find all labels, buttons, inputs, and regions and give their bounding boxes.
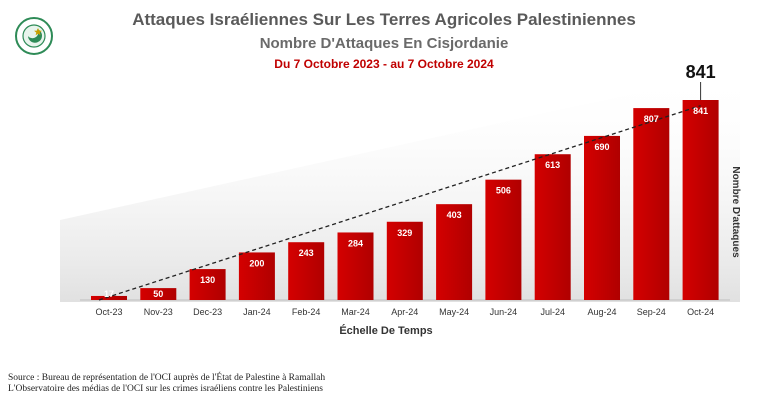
chart-period: Du 7 Octobre 2023 - au 7 Octobre 2024: [274, 57, 494, 71]
bar-Sep-24: [633, 108, 670, 301]
x-tick-label: Jan-24: [243, 307, 271, 317]
y-axis-title: Nombre D'attaques: [730, 166, 741, 258]
bar-Jun-24: [485, 179, 522, 300]
bar-Mar-24: [337, 232, 374, 300]
x-axis-title: Échelle De Temps: [339, 324, 432, 337]
x-tick-label: Dec-23: [193, 307, 222, 317]
source-line-2: L'Observatoire des médias de l'OCI sur l…: [8, 384, 323, 394]
x-tick-label: Jun-24: [490, 307, 518, 317]
x-tick-label: Oct-24: [687, 307, 714, 317]
bar-value-label: 243: [299, 248, 314, 258]
bar-value-label: 807: [644, 114, 659, 124]
bar-Jan-24: [238, 252, 275, 300]
chart-subtitle: Nombre D'Attaques En Cisjordanie: [259, 35, 509, 52]
labels-group: 17 Oct-23 50 Nov-23 130 Dec-23 200 Jan-24 243 Feb…: [95, 106, 714, 317]
source-line-1: Source : Bureau de représentation de l'O…: [8, 373, 326, 383]
x-tick-label: Sep-24: [637, 307, 666, 317]
bar-Nov-23: [140, 288, 177, 300]
x-tick-label: Feb-24: [292, 307, 321, 317]
x-tick-label: Jul-24: [540, 307, 565, 317]
bar-Oct-23: [91, 295, 127, 300]
x-tick-label: May-24: [439, 307, 469, 317]
trend-line: [98, 105, 701, 301]
bar-value-label: 613: [545, 160, 560, 170]
bar-value-label: 130: [200, 275, 215, 285]
bar-value-label: 329: [397, 228, 412, 238]
bar-Oct-24: [682, 100, 719, 300]
bar-Dec-23: [189, 269, 226, 300]
bar-Jul-24: [534, 154, 571, 300]
bar-value-label: 841: [693, 106, 708, 116]
x-tick-label: Nov-23: [144, 307, 173, 317]
bars-group: [91, 100, 719, 301]
bar-value-label: 690: [594, 142, 609, 152]
bar-value-label: 506: [496, 186, 511, 196]
chart-title: Attaques Israéliennes Sur Les Terres Agr…: [132, 10, 636, 29]
bar-value-label: 50: [153, 289, 163, 299]
bar-Apr-24: [386, 221, 423, 300]
bar-value-label: 403: [447, 210, 462, 220]
bar-value-label: 17: [104, 289, 114, 299]
bar-May-24: [436, 204, 473, 300]
bar-value-label: 200: [249, 258, 264, 268]
bar-Aug-24: [584, 135, 620, 300]
highlight-value-label: 841: [686, 62, 716, 82]
x-tick-label: Apr-24: [391, 307, 418, 317]
bar-value-label: 284: [348, 238, 363, 248]
bar-Feb-24: [288, 242, 325, 300]
x-tick-label: Oct-23: [95, 307, 122, 317]
x-tick-label: Aug-24: [587, 307, 616, 317]
oic-logo-icon: [15, 17, 53, 55]
source-note: Source : Bureau de représentation de l'O…: [8, 373, 325, 395]
x-tick-label: Mar-24: [341, 307, 370, 317]
